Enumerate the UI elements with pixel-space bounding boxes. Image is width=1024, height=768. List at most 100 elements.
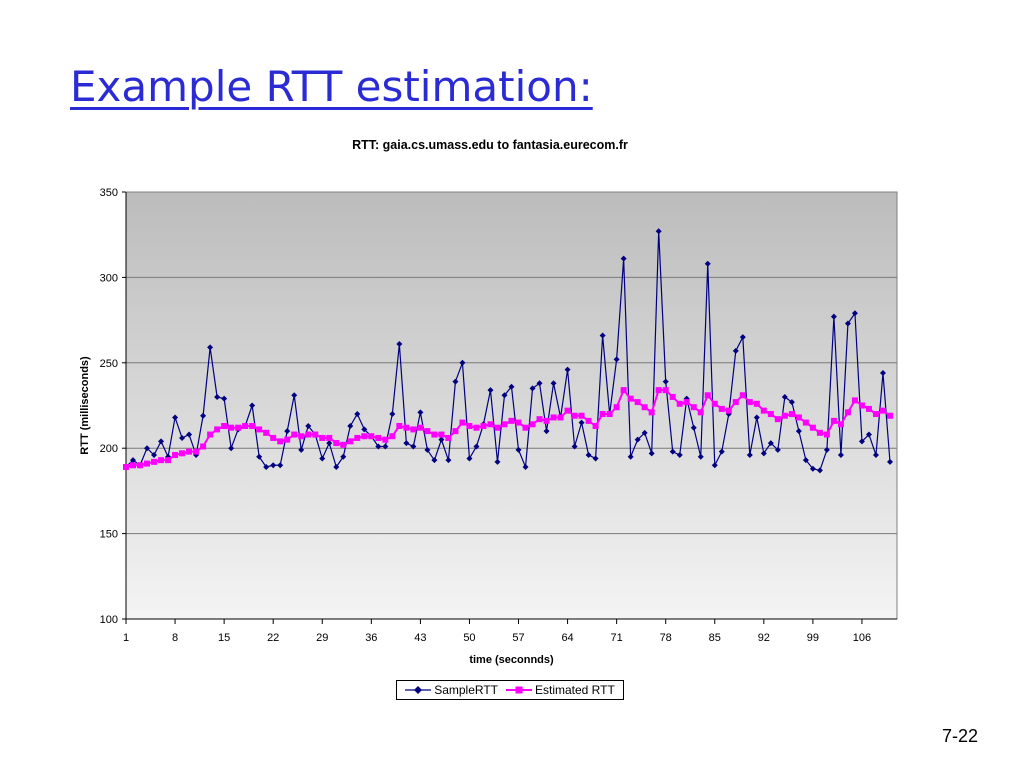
sample-rtt-point bbox=[739, 334, 746, 341]
sample-rtt-point bbox=[746, 452, 753, 459]
estimated-rtt-point bbox=[816, 429, 823, 436]
estimated-rtt-point bbox=[557, 414, 564, 421]
sample-rtt-point bbox=[732, 347, 739, 354]
sample-rtt-point bbox=[788, 399, 795, 406]
sample-rtt-point bbox=[774, 446, 781, 453]
y-tick-label: 350 bbox=[100, 187, 118, 199]
estimated-rtt-point bbox=[571, 412, 578, 419]
sample-rtt-point bbox=[571, 443, 578, 450]
sample-rtt-point bbox=[648, 450, 655, 457]
estimated-rtt-point bbox=[256, 426, 263, 433]
estimated-rtt-point bbox=[886, 412, 893, 419]
sample-rtt-point bbox=[823, 446, 830, 453]
estimated-rtt-point bbox=[123, 463, 129, 470]
estimated-rtt-point bbox=[704, 392, 711, 399]
sample-rtt-point bbox=[200, 412, 207, 419]
estimated-rtt-point bbox=[725, 407, 732, 414]
estimated-rtt-point bbox=[872, 411, 879, 418]
estimated-rtt-point bbox=[186, 448, 193, 455]
estimated-rtt-point bbox=[137, 462, 144, 469]
sample-rtt-point bbox=[718, 448, 725, 455]
estimated-rtt-point bbox=[438, 431, 445, 438]
estimated-rtt-point bbox=[648, 409, 655, 416]
estimated-rtt-point bbox=[676, 400, 683, 407]
estimated-rtt-point bbox=[172, 452, 179, 459]
sample-rtt-point bbox=[389, 411, 396, 418]
sample-rtt-point bbox=[438, 436, 445, 443]
estimated-rtt-point bbox=[620, 387, 627, 394]
estimated-rtt-point bbox=[389, 433, 396, 440]
sample-rtt-point bbox=[522, 463, 529, 470]
x-tick-label: 78 bbox=[660, 632, 672, 644]
sample-rtt-point bbox=[676, 452, 683, 459]
estimated-rtt-point bbox=[564, 407, 571, 414]
legend-item-sample: SampleRTT bbox=[405, 683, 498, 697]
x-tick-label: 57 bbox=[512, 632, 524, 644]
estimated-rtt-point bbox=[452, 428, 459, 435]
sample-rtt-point bbox=[781, 393, 788, 400]
sample-rtt-point bbox=[382, 443, 389, 450]
y-tick-label: 150 bbox=[100, 529, 118, 541]
legend-estimated-swatch bbox=[505, 684, 532, 696]
estimated-rtt-point bbox=[858, 402, 865, 409]
sample-rtt-point bbox=[130, 457, 137, 464]
estimated-rtt-point bbox=[760, 407, 767, 414]
estimated-rtt-point bbox=[774, 416, 781, 423]
estimated-rtt-point bbox=[277, 438, 284, 445]
sample-rtt-point bbox=[326, 440, 333, 447]
x-tick-label: 71 bbox=[611, 632, 623, 644]
sample-rtt-point bbox=[550, 380, 557, 387]
sample-rtt-point bbox=[305, 422, 312, 429]
x-tick-label: 43 bbox=[414, 632, 426, 644]
estimated-rtt-point bbox=[865, 405, 872, 412]
chart-title: RTT: gaia.cs.umass.edu to fantasia.eurec… bbox=[352, 138, 628, 152]
sample-rtt-point bbox=[466, 455, 473, 462]
estimated-rtt-point bbox=[130, 462, 137, 469]
estimated-rtt-point bbox=[879, 407, 886, 414]
estimated-rtt-point bbox=[417, 424, 424, 431]
sample-rtt-point bbox=[431, 457, 438, 464]
estimated-rtt-point bbox=[340, 441, 347, 448]
estimated-rtt-point bbox=[459, 419, 466, 426]
estimated-rtt-point bbox=[711, 400, 718, 407]
estimated-rtt-point bbox=[753, 400, 760, 407]
estimated-rtt-point bbox=[592, 422, 599, 429]
estimated-rtt-point bbox=[550, 414, 557, 421]
estimated-rtt-point bbox=[312, 431, 319, 438]
sample-rtt-point bbox=[851, 310, 858, 317]
sample-rtt-point bbox=[669, 448, 676, 455]
estimated-rtt-point bbox=[368, 433, 375, 440]
estimated-rtt-point bbox=[634, 399, 641, 406]
y-axis-label: RTT (milliseconds) bbox=[79, 356, 91, 455]
plot-area bbox=[126, 192, 897, 619]
estimated-rtt-point bbox=[466, 422, 473, 429]
x-tick-label: 22 bbox=[267, 632, 279, 644]
sample-rtt-point bbox=[858, 438, 865, 445]
sample-rtt-point bbox=[641, 429, 648, 436]
sample-rtt-point bbox=[515, 446, 522, 453]
estimated-rtt-point bbox=[298, 433, 305, 440]
estimated-rtt-point bbox=[851, 397, 858, 404]
estimated-rtt-point bbox=[403, 424, 410, 431]
sample-rtt-point bbox=[207, 344, 214, 351]
sample-rtt-point bbox=[872, 452, 879, 459]
x-tick-label: 29 bbox=[316, 632, 328, 644]
sample-rtt-point bbox=[879, 370, 886, 377]
x-tick-label: 1 bbox=[123, 632, 129, 644]
sample-rtt-point bbox=[487, 387, 494, 394]
sample-rtt-point bbox=[347, 422, 354, 429]
sample-rtt-point bbox=[620, 255, 627, 262]
estimated-rtt-point bbox=[599, 411, 606, 418]
sample-rtt-point bbox=[592, 455, 599, 462]
sample-rtt-point bbox=[249, 402, 256, 409]
estimated-rtt-point bbox=[354, 434, 361, 441]
sample-rtt-point bbox=[704, 260, 711, 267]
sample-rtt-point bbox=[256, 453, 263, 460]
estimated-rtt-point bbox=[228, 424, 235, 431]
estimated-rtt-point bbox=[396, 422, 403, 429]
sample-rtt-point bbox=[613, 356, 620, 363]
sample-rtt-point bbox=[508, 383, 515, 390]
estimated-rtt-point bbox=[578, 412, 585, 419]
sample-rtt-point bbox=[291, 392, 298, 399]
sample-rtt-point bbox=[501, 392, 508, 399]
